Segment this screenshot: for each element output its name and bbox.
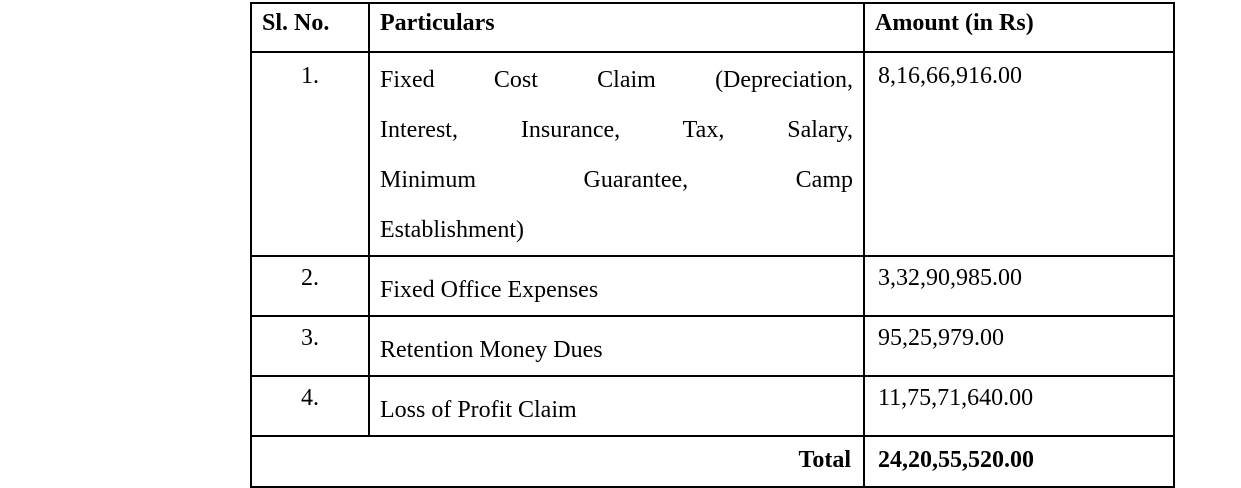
total-row: Total 24,20,55,520.00 [250, 435, 1175, 488]
particulars-line: Minimum Guarantee, Camp [380, 167, 853, 193]
header-particulars: Particulars [368, 2, 865, 53]
total-amount: 24,20,55,520.00 [863, 435, 1175, 488]
claims-table: Sl. No. Particulars Amount (in Rs) 1. Fix… [250, 2, 1175, 488]
particulars-line: Fixed Office Expenses [380, 277, 599, 303]
header-row: Sl. No. Particulars Amount (in Rs) [250, 2, 1175, 53]
header-sl-no: Sl. No. [250, 2, 370, 53]
table-footer: Total 24,20,55,520.00 [250, 435, 1175, 488]
row-sl-cell: 1. [250, 51, 370, 257]
row-sl-cell: 3. [250, 315, 370, 377]
row-amount-cell: 11,75,71,640.00 [863, 375, 1175, 437]
row-particulars-cell: Retention Money Dues [368, 315, 865, 377]
table-row: 1. Fixed Cost Claim (Depreciation, Interes… [250, 51, 1175, 257]
table-body: 1. Fixed Cost Claim (Depreciation, Interes… [250, 51, 1175, 437]
row-particulars-cell: Loss of Profit Claim [368, 375, 865, 437]
table-row: 2. Fixed Office Expenses 3,32,90,985.00 [250, 255, 1175, 317]
total-label: Total [250, 435, 865, 488]
row-amount-cell: 95,25,979.00 [863, 315, 1175, 377]
row-particulars-cell: Fixed Cost Claim (Depreciation, Interest,… [368, 51, 865, 257]
row-sl-cell: 4. [250, 375, 370, 437]
row-sl-cell: 2. [250, 255, 370, 317]
table-row: 3. Retention Money Dues 95,25,979.00 [250, 315, 1175, 377]
header-amount: Amount (in Rs) [863, 2, 1175, 53]
document-page: Sl. No. Particulars Amount (in Rs) 1. Fix… [250, 2, 1175, 488]
row-amount-cell: 3,32,90,985.00 [863, 255, 1175, 317]
table-header: Sl. No. Particulars Amount (in Rs) [250, 2, 1175, 53]
particulars-line: Interest, Insurance, Tax, Salary, [380, 117, 853, 143]
particulars-line: Loss of Profit Claim [380, 397, 577, 423]
row-amount-cell: 8,16,66,916.00 [863, 51, 1175, 257]
table-row: 4. Loss of Profit Claim 11,75,71,640.00 [250, 375, 1175, 437]
particulars-line: Retention Money Dues [380, 337, 603, 363]
particulars-line: Establishment) [380, 217, 524, 243]
particulars-line: Fixed Cost Claim (Depreciation, [380, 67, 853, 93]
row-particulars-cell: Fixed Office Expenses [368, 255, 865, 317]
